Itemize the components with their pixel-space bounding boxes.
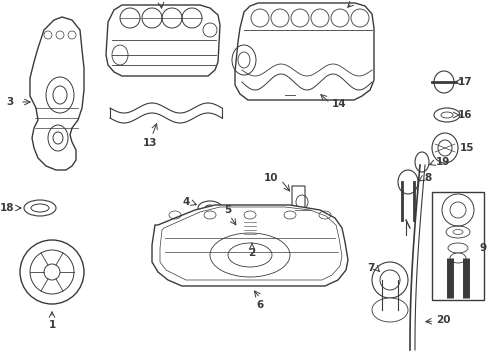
Text: 6: 6 [256, 300, 263, 310]
Text: 13: 13 [142, 138, 157, 148]
Text: 18: 18 [0, 203, 14, 213]
Text: 11: 11 [150, 0, 165, 2]
Text: 12: 12 [344, 0, 359, 2]
Text: 9: 9 [479, 243, 486, 253]
Polygon shape [235, 3, 373, 100]
Text: 17: 17 [457, 77, 472, 87]
Ellipse shape [245, 222, 253, 234]
Text: 20: 20 [435, 315, 449, 325]
Text: 10: 10 [263, 173, 278, 183]
Text: 8: 8 [423, 173, 430, 183]
Ellipse shape [440, 112, 452, 118]
Text: 4: 4 [182, 197, 190, 207]
Text: 2: 2 [248, 248, 255, 258]
Polygon shape [106, 5, 220, 76]
Ellipse shape [437, 140, 451, 156]
Text: 19: 19 [435, 157, 449, 167]
Ellipse shape [431, 133, 457, 163]
Ellipse shape [20, 240, 84, 304]
Text: 5: 5 [224, 205, 231, 215]
Ellipse shape [31, 204, 49, 212]
Ellipse shape [371, 262, 407, 298]
Ellipse shape [198, 201, 222, 215]
Text: 15: 15 [459, 143, 473, 153]
Polygon shape [30, 17, 84, 170]
Text: 7: 7 [367, 263, 374, 273]
Ellipse shape [44, 264, 60, 280]
Ellipse shape [204, 205, 215, 211]
Text: 3: 3 [7, 97, 14, 107]
Text: 16: 16 [457, 110, 471, 120]
Text: 14: 14 [331, 99, 346, 109]
Ellipse shape [30, 250, 74, 294]
Ellipse shape [24, 200, 56, 216]
Ellipse shape [397, 170, 417, 194]
Polygon shape [291, 186, 309, 232]
Ellipse shape [433, 71, 453, 93]
Bar [431, 192, 483, 300]
Ellipse shape [380, 301, 398, 319]
Ellipse shape [371, 298, 407, 322]
Text: 1: 1 [48, 320, 56, 330]
Ellipse shape [241, 216, 259, 240]
Polygon shape [152, 205, 347, 286]
Ellipse shape [414, 152, 428, 172]
Ellipse shape [379, 270, 399, 290]
Ellipse shape [449, 253, 465, 263]
Ellipse shape [433, 108, 459, 122]
